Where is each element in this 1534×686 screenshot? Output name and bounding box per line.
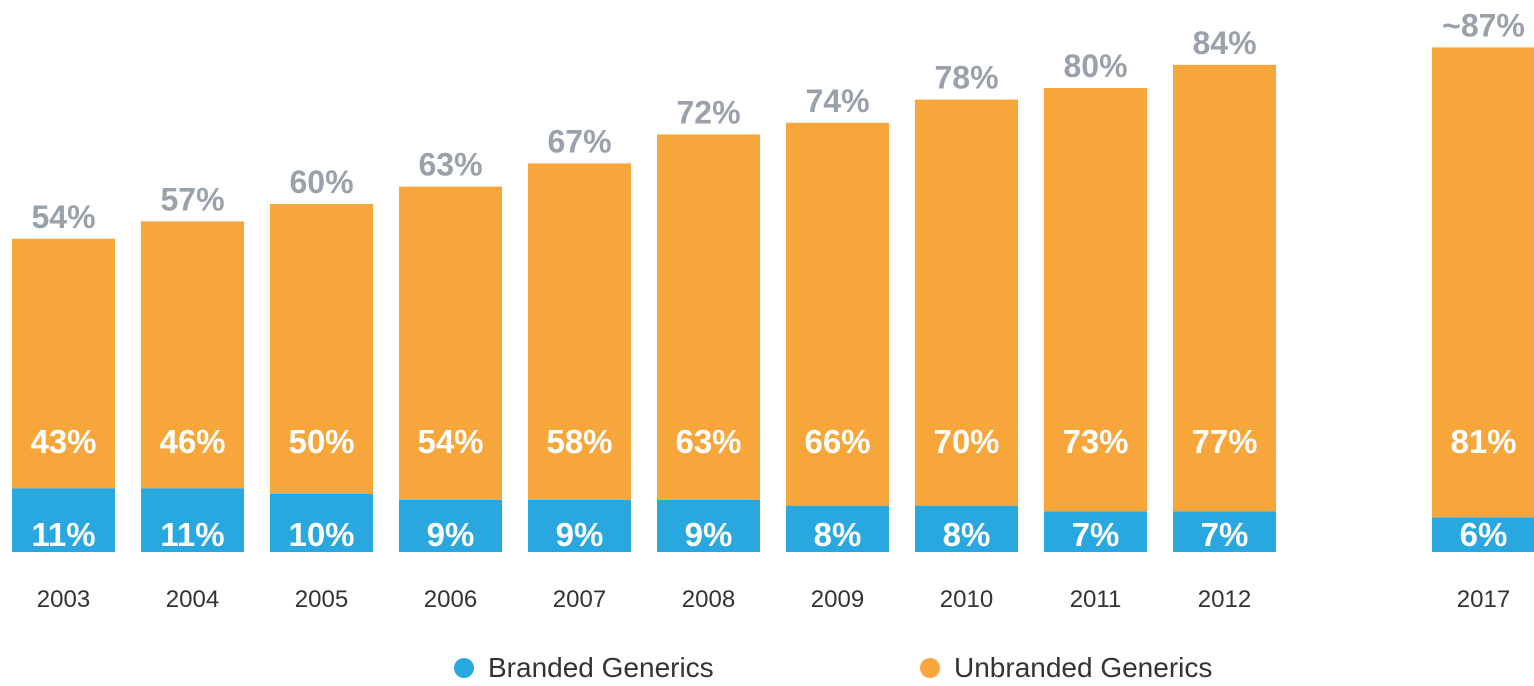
- label-branded-2011: 7%: [1072, 516, 1120, 553]
- bar-group-2003: 11% 43% 54% 2003: [12, 199, 115, 613]
- label-total-2009: 74%: [805, 83, 869, 119]
- bar-unbranded-2006: [399, 186, 502, 500]
- tick-label-2010: 2010: [940, 586, 993, 613]
- bar-unbranded-2003: [12, 238, 115, 489]
- tick-label-2012: 2012: [1198, 586, 1251, 613]
- label-branded-2010: 8%: [943, 516, 991, 553]
- label-unbranded-2010: 70%: [933, 423, 999, 460]
- label-unbranded-2009: 66%: [804, 423, 870, 460]
- bar-branded-2017: [1432, 517, 1534, 552]
- bar-branded-2007: [528, 499, 631, 552]
- legend-item-branded-generics: Branded Generics: [454, 650, 714, 686]
- bar-branded-2010: [915, 505, 1018, 552]
- label-total-2011: 80%: [1063, 48, 1127, 84]
- label-branded-2009: 8%: [814, 516, 862, 553]
- label-unbranded-2003: 43%: [30, 423, 96, 460]
- tick-label-2005: 2005: [295, 586, 348, 613]
- bar-branded-2006: [399, 499, 502, 552]
- legend-label-unbranded-generics: Unbranded Generics: [954, 652, 1213, 683]
- bar-branded-2008: [657, 499, 760, 552]
- tick-label-2004: 2004: [166, 586, 219, 613]
- label-branded-2004: 11%: [160, 516, 224, 553]
- label-total-2008: 72%: [676, 94, 740, 130]
- bar-group-2009: 8% 66% 74% 2009: [786, 83, 889, 613]
- bar-unbranded-2011: [1044, 88, 1147, 512]
- label-unbranded-2012: 77%: [1191, 423, 1257, 460]
- bar-unbranded-2017: [1432, 47, 1534, 518]
- tick-label-2003: 2003: [37, 586, 90, 613]
- tick-label-2009: 2009: [811, 586, 864, 613]
- label-branded-2006: 9%: [427, 516, 475, 553]
- legend-label-branded-generics: Branded Generics: [488, 652, 714, 683]
- label-branded-2012: 7%: [1201, 516, 1249, 553]
- bar-group-2006: 9% 54% 63% 2006: [399, 147, 502, 613]
- label-unbranded-2011: 73%: [1062, 423, 1128, 460]
- bar-unbranded-2004: [141, 221, 244, 489]
- bar-unbranded-2010: [915, 99, 1018, 506]
- label-total-2007: 67%: [547, 123, 611, 159]
- label-unbranded-2006: 54%: [417, 423, 483, 460]
- bar-branded-2005: [270, 494, 373, 552]
- tick-label-2011: 2011: [1070, 586, 1122, 613]
- bar-branded-2012: [1173, 511, 1276, 552]
- label-total-2010: 78%: [934, 60, 998, 96]
- label-unbranded-2017: 81%: [1450, 423, 1516, 460]
- label-branded-2005: 10%: [288, 516, 354, 553]
- bar-unbranded-2008: [657, 134, 760, 500]
- bar-group-2007: 9% 58% 67% 2007: [528, 123, 631, 613]
- chart-legend: Branded Generics Unbranded Generics: [0, 650, 1534, 686]
- label-branded-2003: 11%: [31, 516, 95, 553]
- label-total-2006: 63%: [418, 147, 482, 183]
- bar-unbranded-2005: [270, 204, 373, 494]
- bar-group-2010: 8% 70% 78% 2010: [915, 60, 1018, 613]
- label-total-2017: ~87%: [1442, 7, 1525, 43]
- label-unbranded-2008: 63%: [675, 423, 741, 460]
- tick-label-2017: 2017: [1457, 586, 1510, 613]
- label-unbranded-2007: 58%: [546, 423, 612, 460]
- bar-branded-2009: [786, 505, 889, 552]
- bar-branded-2011: [1044, 511, 1147, 552]
- bar-unbranded-2009: [786, 122, 889, 506]
- bar-unbranded-2012: [1173, 64, 1276, 512]
- legend-swatch-branded-generics: [454, 658, 474, 678]
- label-total-2003: 54%: [31, 199, 95, 235]
- bar-group-2005: 10% 50% 60% 2005: [270, 164, 373, 613]
- bar-group-2012: 7% 77% 84% 2012: [1173, 25, 1276, 613]
- legend-swatch-unbranded-generics: [920, 658, 940, 678]
- tick-label-2008: 2008: [682, 586, 735, 613]
- label-branded-2007: 9%: [556, 516, 604, 553]
- label-unbranded-2004: 46%: [159, 423, 225, 460]
- bar-group-2011: 7% 73% 80% 2011: [1044, 48, 1147, 613]
- bar-group-2004: 11% 46% 57% 2004: [141, 181, 244, 613]
- bar-group-2017: 6% 81% ~87% 2017: [1432, 7, 1534, 613]
- tick-label-2007: 2007: [553, 586, 606, 613]
- label-total-2004: 57%: [160, 181, 224, 217]
- label-unbranded-2005: 50%: [288, 423, 354, 460]
- label-total-2012: 84%: [1192, 25, 1256, 61]
- tick-label-2006: 2006: [424, 586, 477, 613]
- label-branded-2008: 9%: [685, 516, 733, 553]
- bar-unbranded-2007: [528, 163, 631, 500]
- bar-branded-2004: [141, 488, 244, 552]
- label-branded-2017: 6%: [1460, 516, 1508, 553]
- legend-item-unbranded-generics: Unbranded Generics: [920, 650, 1212, 686]
- bar-group-2008: 9% 63% 72% 2008: [657, 94, 760, 613]
- bar-branded-2003: [12, 488, 115, 552]
- label-total-2005: 60%: [289, 164, 353, 200]
